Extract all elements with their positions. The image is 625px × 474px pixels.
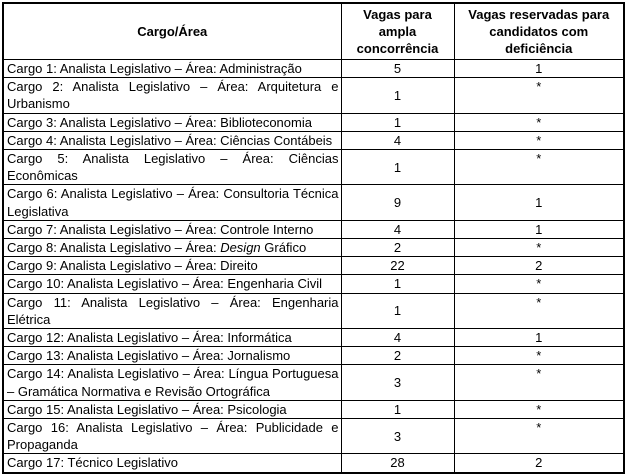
vagas-deficiencia-cell: *: [453, 77, 625, 114]
vagas-ampla-cell: 2: [340, 346, 455, 366]
header-row: Cargo/Área Vagas para ampla concorrência V…: [2, 2, 625, 60]
vagas-ampla-cell: 9: [340, 184, 455, 221]
vagas-deficiencia-cell: *: [453, 346, 625, 366]
cargo-area-cell: Cargo 13: Analista Legislativo – Área: J…: [2, 346, 342, 366]
vagas-ampla-cell: 28: [340, 453, 455, 474]
cargo-area-cell: Cargo 16: Analista Legislativo – Área: P…: [2, 418, 342, 455]
cargo-area-cell: Cargo 9: Analista Legislativo – Área: Di…: [2, 256, 342, 276]
vagas-deficiencia-cell: 2: [453, 256, 625, 276]
cargo-area-cell: Cargo 15: Analista Legislativo – Área: P…: [2, 399, 342, 420]
column-header-ampla-concorrencia: Vagas para ampla concorrência: [340, 2, 455, 60]
cargo-area-cell: Cargo 3: Analista Legislativo – Área: Bi…: [2, 112, 342, 132]
cargo-area-cell: Cargo 17: Técnico Legislativo: [2, 453, 342, 474]
vagas-deficiencia-cell: *: [453, 112, 625, 132]
vagas-ampla-cell: 5: [340, 58, 455, 79]
vagas-ampla-cell: 3: [340, 364, 455, 401]
column-header-cargo-area: Cargo/Área: [2, 2, 342, 60]
vagas-deficiencia-cell: *: [453, 292, 625, 330]
table-row: Cargo 13: Analista Legislativo – Área: J…: [2, 346, 625, 366]
cargo-area-cell: Cargo 8: Analista Legislativo – Área: De…: [2, 238, 342, 258]
cargo-area-cell: Cargo 14: Analista Legislativo – Área: L…: [2, 364, 342, 401]
vagas-deficiencia-cell: 1: [453, 328, 625, 348]
table-row: Cargo 16: Analista Legislativo – Área: P…: [2, 418, 625, 455]
table-body: Cargo 1: Analista Legislativo – Área: Ad…: [2, 58, 625, 474]
column-header-reservadas-deficiencia: Vagas reservadas para candidatos com defic…: [453, 2, 625, 60]
vagas-ampla-cell: 1: [340, 399, 455, 420]
vagas-ampla-cell: 1: [340, 112, 455, 132]
vagas-deficiencia-cell: *: [453, 399, 625, 420]
cargo-area-cell: Cargo 10: Analista Legislativo – Área: E…: [2, 274, 342, 294]
cargo-area-cell: Cargo 2: Analista Legislativo – Área: Ar…: [2, 77, 342, 114]
vagas-ampla-cell: 1: [340, 292, 455, 330]
vagas-ampla-cell: 3: [340, 418, 455, 455]
cargo-area-cell: Cargo 5: Analista Legislativo – Área: Ci…: [2, 149, 342, 186]
table-row: Cargo 6: Analista Legislativo – Área: Co…: [2, 184, 625, 221]
vagas-deficiencia-cell: 2: [453, 453, 625, 474]
table-row: Cargo 12: Analista Legislativo – Área: I…: [2, 328, 625, 348]
vagas-deficiencia-cell: *: [453, 418, 625, 455]
cargo-area-cell: Cargo 1: Analista Legislativo – Área: Ad…: [2, 58, 342, 79]
vagas-deficiencia-cell: 1: [453, 58, 625, 79]
vagas-deficiencia-cell: *: [453, 149, 625, 186]
vagas-ampla-cell: 1: [340, 274, 455, 294]
vagas-ampla-cell: 4: [340, 219, 455, 240]
table-row: Cargo 9: Analista Legislativo – Área: Di…: [2, 256, 625, 276]
table-row: Cargo 10: Analista Legislativo – Área: E…: [2, 274, 625, 294]
vagas-deficiencia-cell: *: [453, 274, 625, 294]
vagas-deficiencia-cell: *: [453, 238, 625, 258]
table-row: Cargo 2: Analista Legislativo – Área: Ar…: [2, 77, 625, 114]
table-row: Cargo 1: Analista Legislativo – Área: Ad…: [2, 58, 625, 79]
table-row: Cargo 8: Analista Legislativo – Área: De…: [2, 238, 625, 258]
vagas-ampla-cell: 4: [340, 328, 455, 348]
vagas-deficiencia-cell: 1: [453, 219, 625, 240]
table-row: Cargo 7: Analista Legislativo – Área: Co…: [2, 219, 625, 240]
vagas-ampla-cell: 1: [340, 149, 455, 186]
table-row: Cargo 15: Analista Legislativo – Área: P…: [2, 399, 625, 420]
vagas-deficiencia-cell: *: [453, 364, 625, 401]
vagas-ampla-cell: 1: [340, 77, 455, 114]
table-row: Cargo 4: Analista Legislativo – Área: Ci…: [2, 130, 625, 151]
cargo-area-cell: Cargo 7: Analista Legislativo – Área: Co…: [2, 219, 342, 240]
cargo-area-cell: Cargo 4: Analista Legislativo – Área: Ci…: [2, 130, 342, 151]
vagas-ampla-cell: 22: [340, 256, 455, 276]
cargo-area-cell: Cargo 11: Analista Legislativo – Área: E…: [2, 292, 342, 330]
vagas-ampla-cell: 4: [340, 130, 455, 151]
table-row: Cargo 14: Analista Legislativo – Área: L…: [2, 364, 625, 401]
table-row: Cargo 17: Técnico Legislativo 28 2: [2, 453, 625, 474]
cargo-area-cell: Cargo 6: Analista Legislativo – Área: Co…: [2, 184, 342, 221]
vagas-deficiencia-cell: *: [453, 130, 625, 151]
italic-text: Design: [220, 240, 261, 256]
vagas-deficiencia-cell: 1: [453, 184, 625, 221]
cargo-area-cell: Cargo 12: Analista Legislativo – Área: I…: [2, 328, 342, 348]
table-row: Cargo 3: Analista Legislativo – Área: Bi…: [2, 112, 625, 132]
table-row: Cargo 5: Analista Legislativo – Área: Ci…: [2, 149, 625, 186]
vagas-ampla-cell: 2: [340, 238, 455, 258]
table-row: Cargo 11: Analista Legislativo – Área: E…: [2, 292, 625, 330]
